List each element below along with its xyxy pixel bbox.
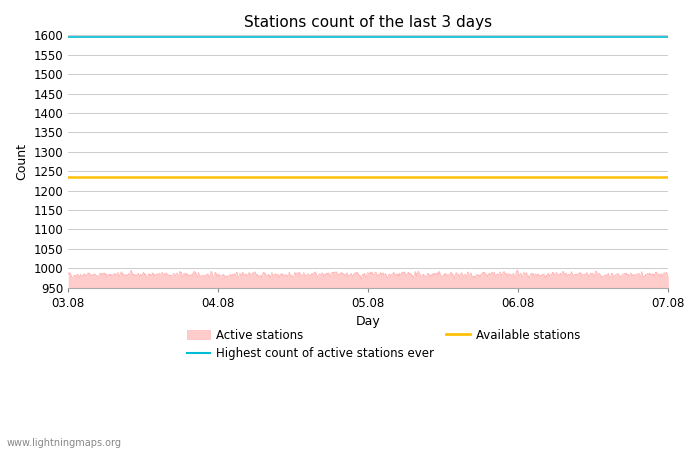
X-axis label: Day: Day — [356, 315, 381, 328]
Text: www.lightningmaps.org: www.lightningmaps.org — [7, 438, 122, 448]
Highest count of active stations ever — [64, 34, 72, 40]
Legend: Active stations, Highest count of active stations ever, Available stations: Active stations, Highest count of active… — [182, 324, 584, 365]
Y-axis label: Count: Count — [15, 143, 28, 180]
Highest count of active stations ever — [214, 34, 223, 40]
Title: Stations count of the last 3 days: Stations count of the last 3 days — [244, 15, 492, 30]
Available stations — [214, 175, 223, 180]
Available stations — [64, 175, 72, 180]
